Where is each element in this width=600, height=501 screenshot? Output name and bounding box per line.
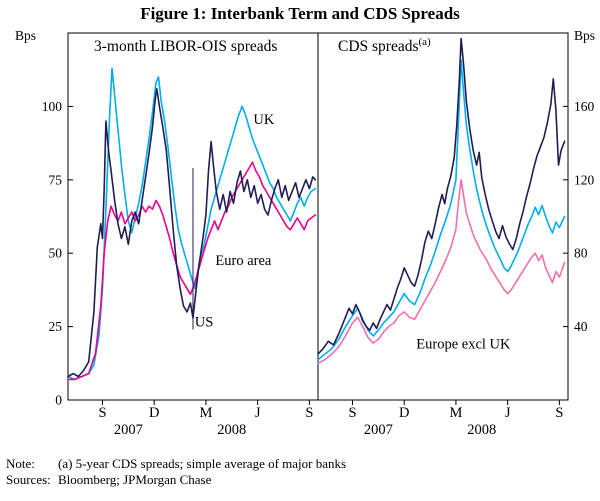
- panel-title: 3-month LIBOR-OIS spreads: [94, 38, 277, 55]
- figure-title: Figure 1: Interbank Term and CDS Spreads: [140, 4, 460, 23]
- y-tick-label: 120: [574, 172, 595, 187]
- series-line-unlabeled-cyan: [317, 59, 566, 361]
- y-tick-label: 50: [49, 246, 63, 261]
- x-tick-label: D: [149, 405, 159, 421]
- series-label-us: US: [195, 315, 214, 331]
- panel-0: 0 25 50 75 100 Bps S D M J S 2007 2008 UK Euro area US 3…: [15, 28, 319, 438]
- series-label-europe-excl-uk: Europe excl UK: [416, 337, 511, 353]
- spreads-chart: 0 25 50 75 100 Bps S D M J S 2007 2008 UK Euro area US 3…: [15, 28, 595, 438]
- note-label: Note:: [6, 456, 35, 471]
- panel-border: [317, 32, 569, 401]
- year-label: 2008: [467, 422, 496, 438]
- y-axis-unit: Bps: [15, 28, 36, 43]
- x-tick-label: M: [199, 405, 212, 421]
- year-label: 2007: [364, 422, 393, 438]
- y-tick-label: 40: [574, 319, 588, 334]
- series-label-uk: UK: [253, 112, 274, 128]
- x-tick-label: S: [348, 405, 356, 421]
- y-tick-label: 25: [49, 319, 63, 334]
- x-tick-label: J: [505, 405, 511, 421]
- y-tick-label: 80: [574, 246, 588, 261]
- x-tick-label: D: [399, 405, 409, 421]
- y-tick-label: 0: [55, 393, 62, 408]
- note-row: Note: (a) 5-year CDS spreads; simple ave…: [6, 456, 346, 472]
- series-line-euro-area: [67, 161, 317, 381]
- note-text: (a) 5-year CDS spreads; simple average o…: [58, 456, 347, 471]
- y-tick-label: 100: [42, 99, 63, 114]
- x-tick-label: S: [305, 405, 313, 421]
- series-line-uk: [67, 67, 317, 381]
- sources-label: Sources:: [6, 472, 51, 487]
- x-tick-label: J: [255, 405, 261, 421]
- x-tick-label: M: [449, 405, 462, 421]
- y-axis-unit: Bps: [574, 28, 595, 43]
- x-tick-label: S: [555, 405, 563, 421]
- sources-text: Bloomberg; JPMorgan Chase: [58, 472, 212, 487]
- year-label: 2008: [217, 422, 246, 438]
- sources-row: Sources: Bloomberg; JPMorgan Chase: [6, 472, 211, 488]
- x-tick-label: S: [98, 405, 106, 421]
- y-tick-label: 75: [49, 172, 63, 187]
- series-line-unlabeled-navy: [317, 37, 566, 355]
- series-label-euro-area: Euro area: [215, 253, 272, 269]
- panel-title: CDS spreads(a): [338, 36, 431, 55]
- panel-1: 40 80 120 160 Bps S D M J S 2007 2008 Europe excl UK…: [317, 28, 595, 438]
- year-label: 2007: [114, 422, 143, 438]
- y-tick-label: 160: [574, 99, 595, 114]
- series-line-europe-excl-uk: [317, 179, 566, 365]
